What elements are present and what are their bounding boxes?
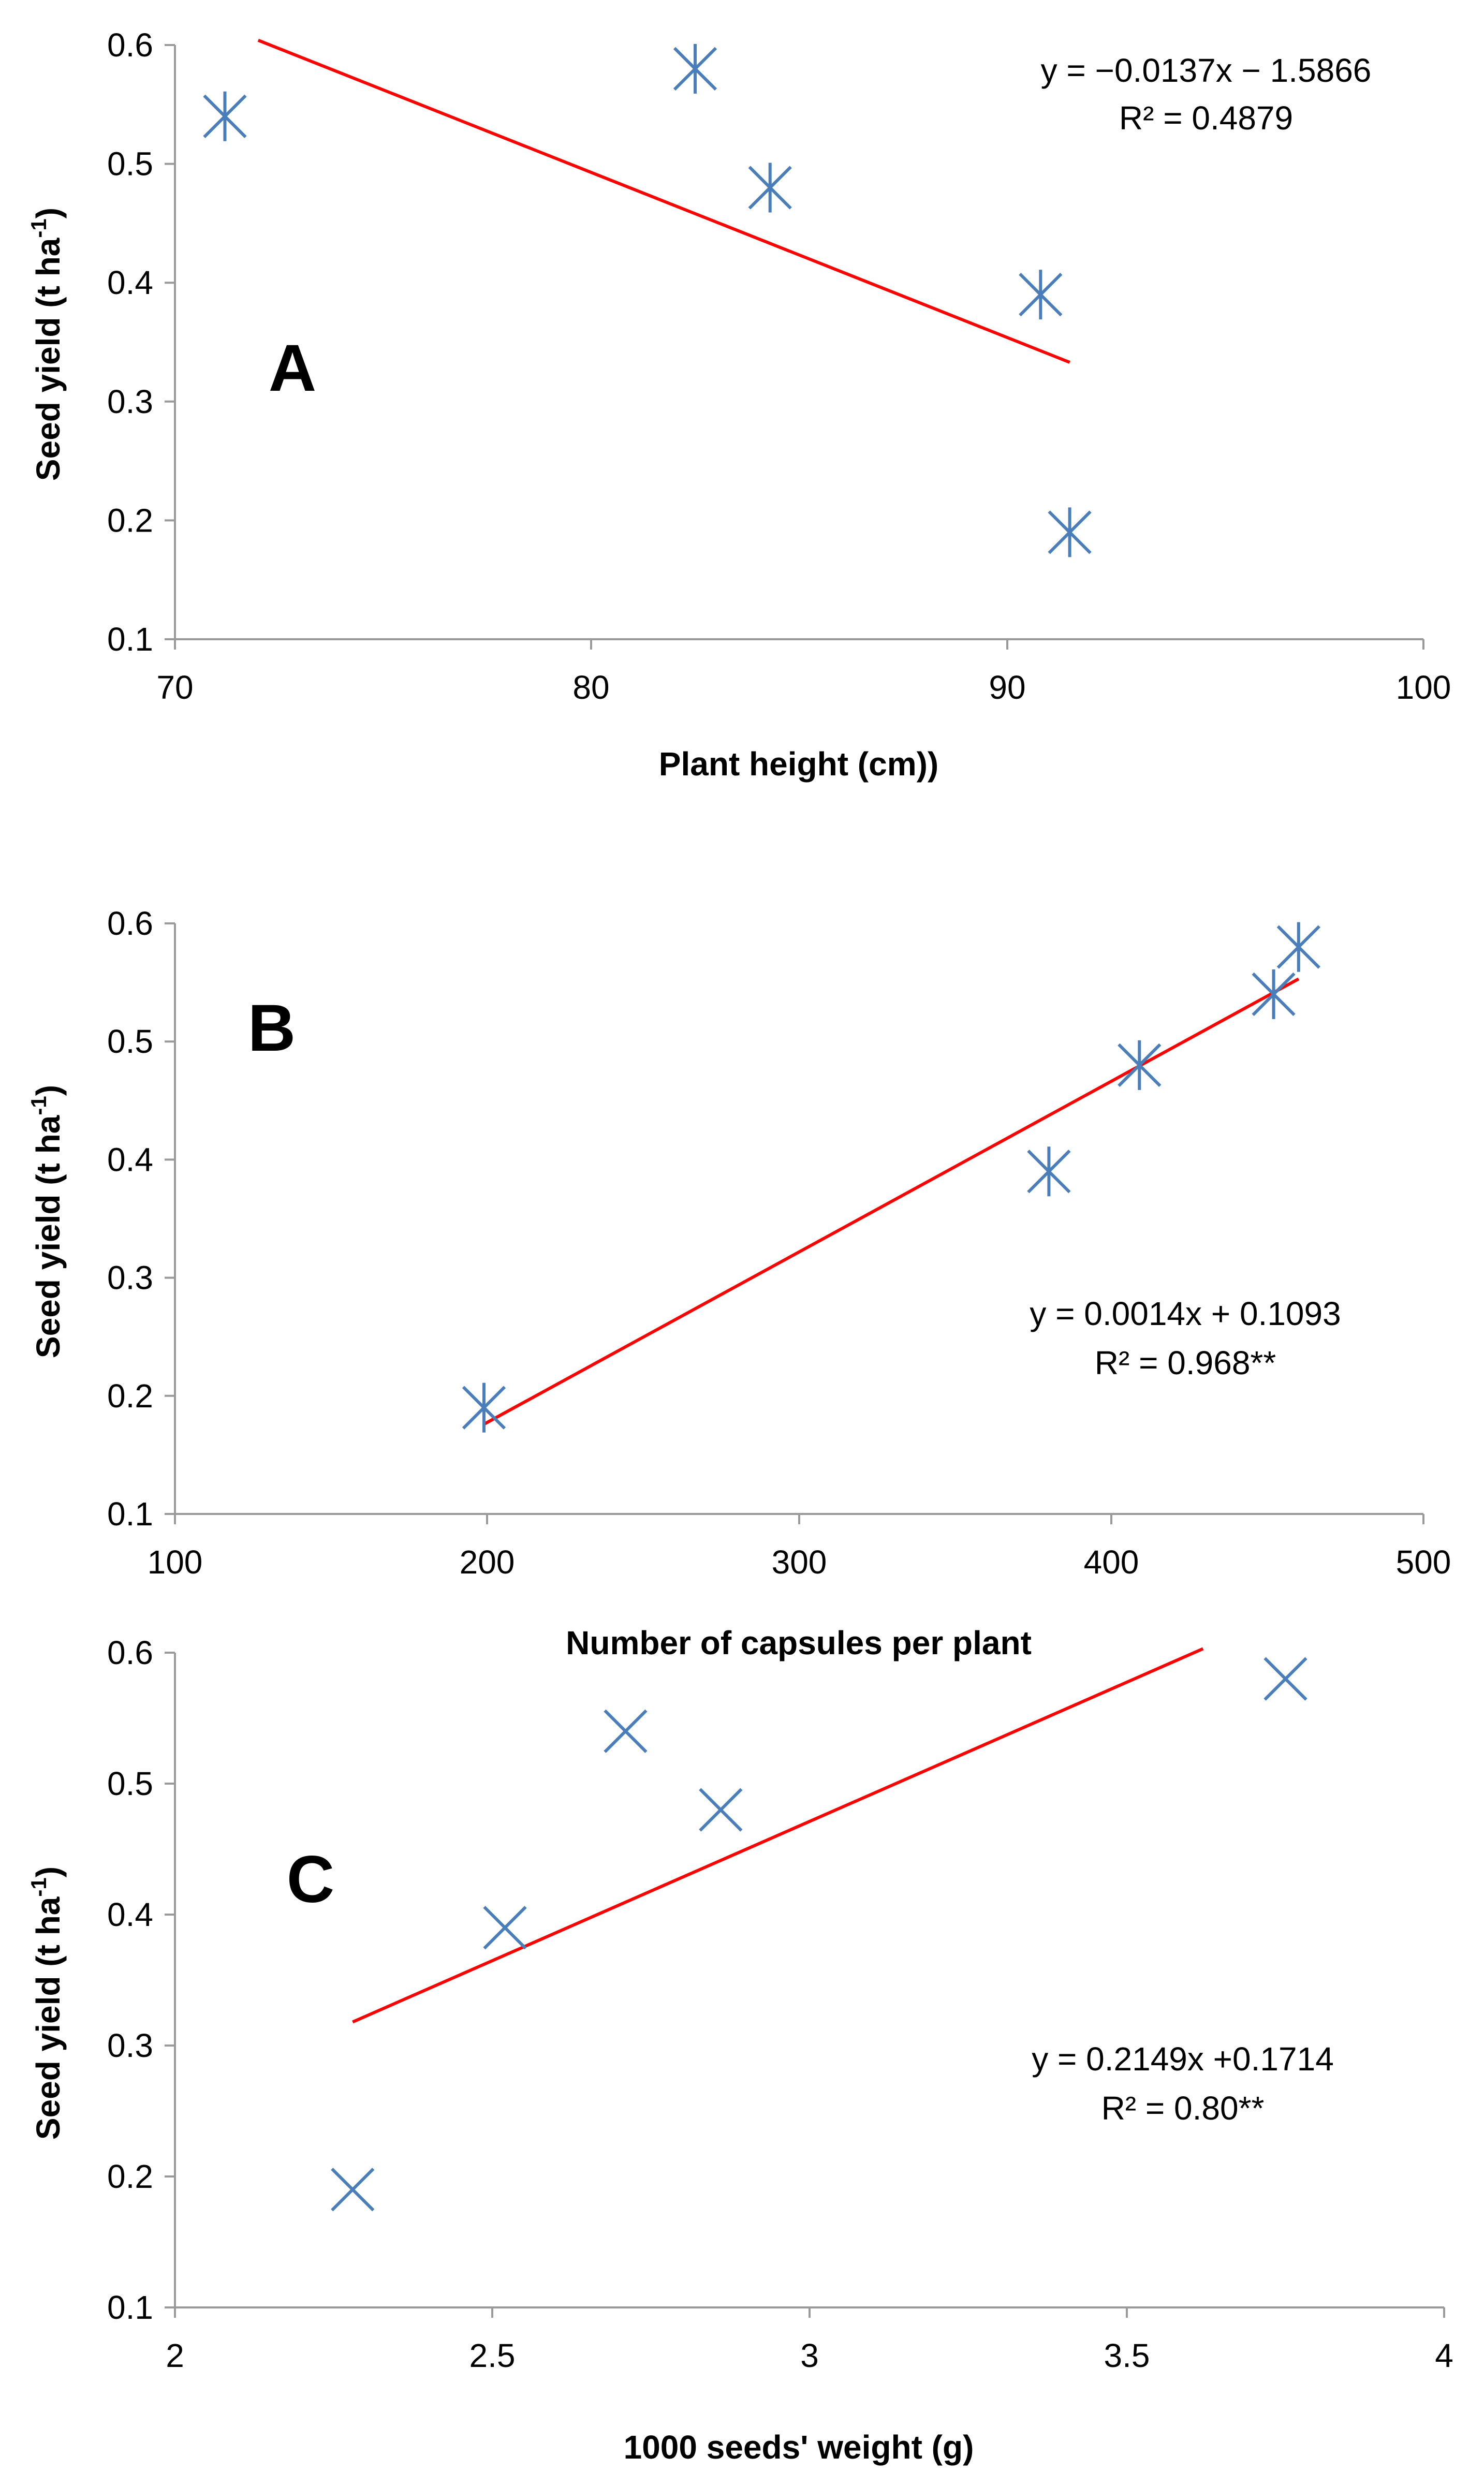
chart-a-points [203, 43, 1092, 557]
chart-b-data-point [1118, 1040, 1162, 1090]
chart-c-y-axis-title-main: Seed yield (t ha [30, 1896, 67, 2140]
chart-a-data-point [1048, 507, 1092, 557]
chart-c-y-tick-label: 0.4 [107, 1896, 153, 1933]
chart-a-x-tick-label: 70 [156, 669, 193, 706]
chart-a-panel-label: A [269, 331, 316, 405]
chart-c-x-axis-title: 1000 seeds' weight (g) [624, 2429, 974, 2466]
chart-panel-c: 0.1 0.2 0.3 0.4 0.5 0.6 2 2.5 3 3.5 4 C y = 0.2149… [26, 1634, 1453, 2466]
chart-panel-b: 0.1 0.2 0.3 0.4 0.5 0.6 100 200 300 400 500 B y = … [26, 905, 1451, 1661]
chart-b-data-point [1276, 922, 1320, 972]
chart-b-y-axis-title-end: ) [30, 1085, 67, 1096]
chart-c-y-axis-title-sup: -1 [26, 1877, 51, 1896]
chart-c-points [331, 1657, 1307, 2212]
chart-a-y-tick-label: 0.6 [107, 26, 153, 64]
chart-c-trendline-segment [352, 1647, 1204, 2024]
chart-a-trendline-segment [257, 39, 1070, 364]
chart-b-x-axis-title: Number of capsules per plant [566, 1624, 1032, 1661]
chart-b-y-axis-title: Seed yield (t ha-1) [26, 1085, 67, 1358]
chart-c-data-point [699, 1788, 743, 1832]
chart-c-trendline [352, 1647, 1204, 2024]
chart-c-data-point [1263, 1657, 1307, 1701]
chart-a-r-squared: R² = 0.4879 [1119, 99, 1293, 137]
chart-c-r-squared: R² = 0.80** [1101, 2090, 1265, 2127]
chart-b-r-squared: R² = 0.968** [1095, 1344, 1276, 1381]
chart-b-x-tick-label: 400 [1084, 1543, 1139, 1581]
chart-b-y-tick-label: 0.6 [107, 905, 153, 942]
chart-b-equation: y = 0.0014x + 0.1093 [1030, 1295, 1341, 1332]
chart-a-y-tick-label: 0.4 [107, 264, 153, 301]
chart-b-y-tick-label: 0.2 [107, 1377, 153, 1415]
chart-c-y-tick-label: 0.5 [107, 1765, 153, 1802]
chart-b-panel-label: B [248, 991, 296, 1065]
chart-b-x-tick-label: 100 [148, 1543, 203, 1581]
chart-a-data-point [203, 91, 247, 141]
chart-a-y-tick-label: 0.1 [107, 621, 153, 658]
chart-c-y-tick-label: 0.2 [107, 2158, 153, 2195]
chart-b-y-tick-label: 0.1 [107, 1495, 153, 1533]
chart-a-tick-labels: 0.1 0.2 0.3 0.4 0.5 0.6 70 80 90 100 [107, 26, 1451, 706]
chart-a-x-tick-label: 90 [989, 669, 1025, 706]
chart-a-y-axis-title-end: ) [30, 208, 67, 218]
chart-c-data-point [604, 1709, 648, 1753]
chart-a-data-point [748, 163, 792, 213]
chart-a-x-tick-label: 80 [572, 669, 609, 706]
chart-b-x-tick-label: 200 [460, 1543, 515, 1581]
chart-a-y-axis-title: Seed yield (t ha-1) [26, 208, 67, 481]
chart-b-data-point [1252, 969, 1296, 1019]
chart-c-y-axis-title-end: ) [30, 1866, 67, 1877]
chart-c-data-point [331, 2168, 375, 2212]
chart-c-axes [165, 1652, 1445, 2318]
chart-b-y-tick-label: 0.4 [107, 1141, 153, 1178]
chart-b-x-tick-label: 300 [772, 1543, 827, 1581]
chart-a-axes [165, 44, 1424, 650]
chart-c-y-axis-title: Seed yield (t ha-1) [26, 1866, 67, 2140]
chart-c-y-tick-label: 0.3 [107, 2027, 153, 2064]
chart-a-y-axis-title-sup: -1 [26, 218, 51, 238]
chart-c-y-tick-label: 0.1 [107, 2289, 153, 2326]
chart-b-axes [165, 922, 1424, 1524]
chart-a-data-point [673, 43, 717, 94]
chart-c-data-point [483, 1906, 527, 1950]
chart-a-equation: y = −0.0137x − 1.5866 [1041, 52, 1372, 89]
chart-b-y-axis-title-main: Seed yield (t ha [30, 1115, 67, 1358]
chart-a-trendline [257, 39, 1070, 364]
chart-a-y-axis-title-main: Seed yield (t ha [30, 238, 67, 481]
chart-c-x-tick-label: 4 [1435, 2337, 1453, 2374]
chart-a-y-tick-label: 0.3 [107, 383, 153, 420]
chart-b-trendline [483, 977, 1300, 1426]
chart-a-y-tick-label: 0.5 [107, 145, 153, 183]
chart-c-panel-label: C [287, 1843, 334, 1917]
chart-b-points [462, 922, 1320, 1433]
chart-a-x-tick-label: 100 [1396, 669, 1451, 706]
chart-c-x-tick-label: 3.5 [1104, 2337, 1150, 2374]
chart-a-y-tick-label: 0.2 [107, 502, 153, 539]
chart-c-y-tick-label: 0.6 [107, 1634, 153, 1671]
chart-b-y-tick-label: 0.3 [107, 1259, 153, 1297]
chart-c-tick-labels: 0.1 0.2 0.3 0.4 0.5 0.6 2 2.5 3 3.5 4 [107, 1634, 1453, 2374]
chart-b-x-tick-label: 500 [1396, 1543, 1451, 1581]
chart-b-data-point [462, 1382, 506, 1433]
chart-panel-a: 0.1 0.2 0.3 0.4 0.5 0.6 70 80 90 100 A y = −0.013… [26, 26, 1451, 783]
chart-b-trendline-segment [483, 977, 1300, 1426]
chart-b-data-point [1027, 1146, 1071, 1197]
chart-a-x-axis-title: Plant height (cm)) [659, 745, 938, 783]
chart-c-equation: y = 0.2149x +0.1714 [1032, 2040, 1334, 2078]
chart-b-y-tick-label: 0.5 [107, 1023, 153, 1060]
chart-a-data-point [1019, 270, 1063, 320]
chart-c-x-tick-label: 3 [800, 2337, 819, 2374]
chart-b-tick-labels: 0.1 0.2 0.3 0.4 0.5 0.6 100 200 300 400 500 [107, 905, 1451, 1581]
chart-b-y-axis-title-sup: -1 [26, 1096, 51, 1115]
chart-c-x-tick-label: 2 [166, 2337, 184, 2374]
chart-c-x-tick-label: 2.5 [469, 2337, 516, 2374]
